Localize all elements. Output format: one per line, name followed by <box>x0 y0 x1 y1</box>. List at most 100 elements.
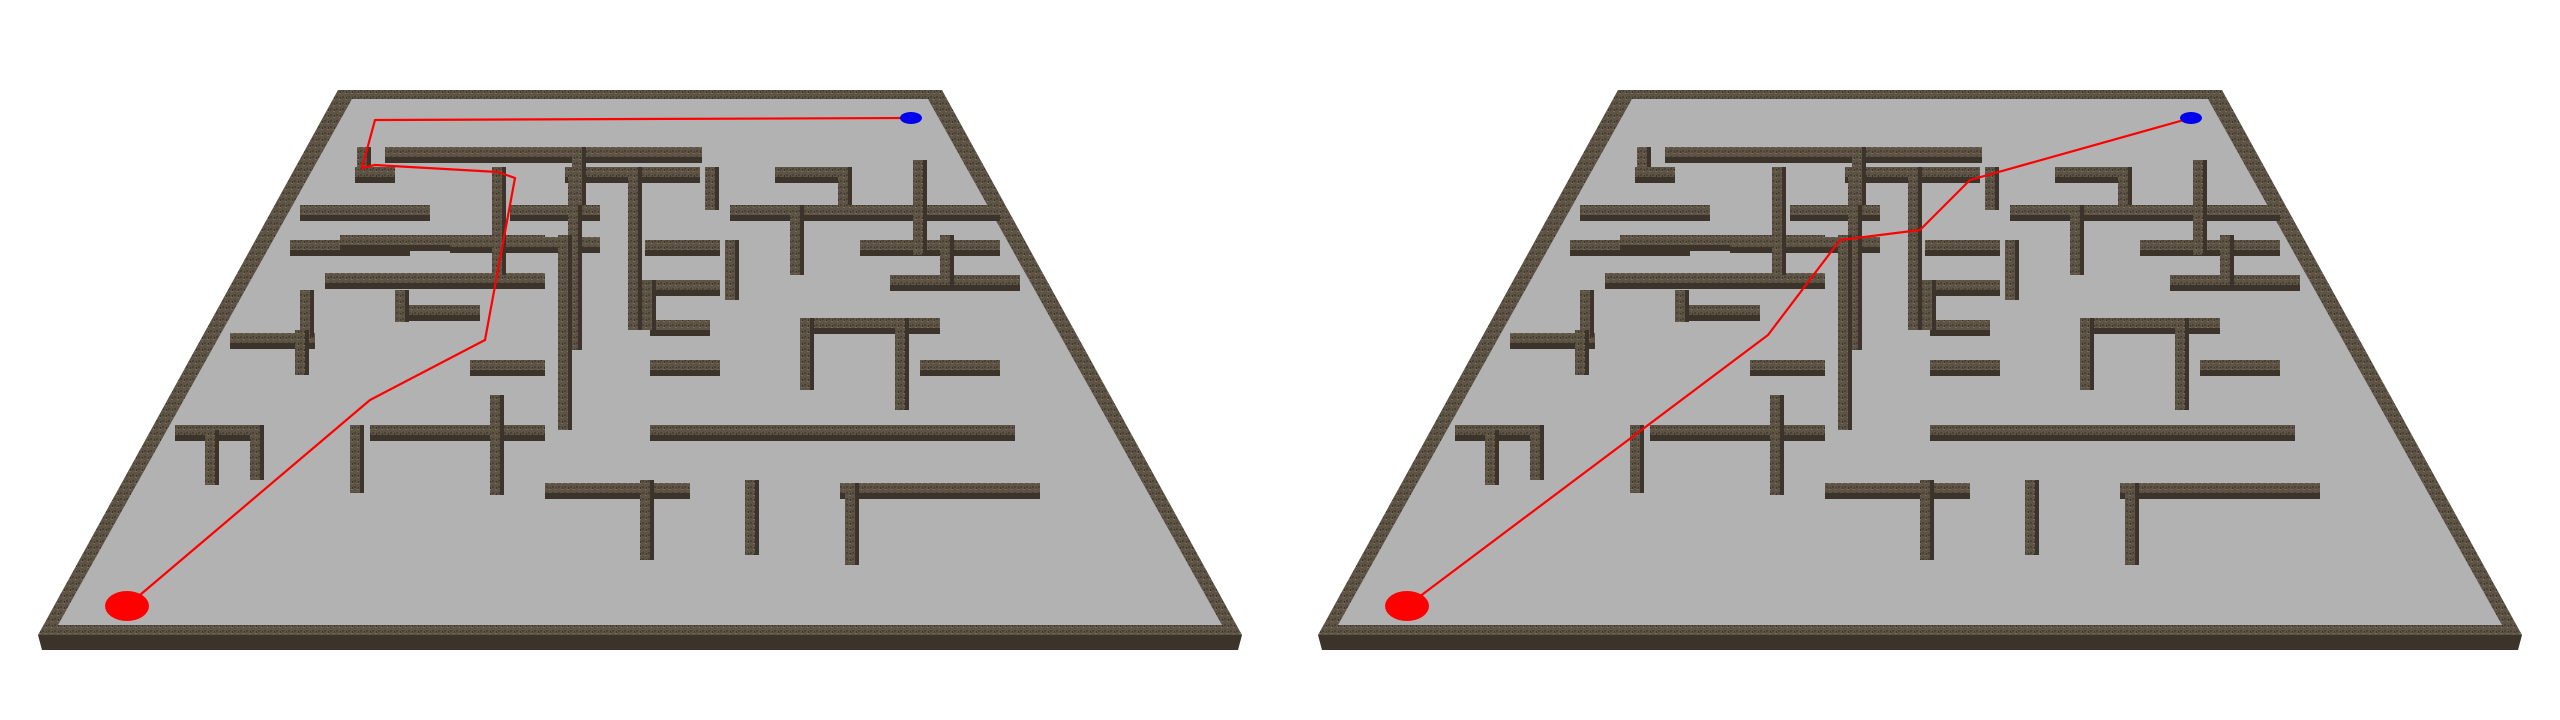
wall-segment <box>810 318 940 328</box>
wall-segment <box>1635 167 1675 177</box>
maze-svg-right <box>1318 90 2522 650</box>
wall-segment <box>650 320 710 330</box>
wall-segment <box>1493 430 1499 485</box>
wall-segment <box>290 248 410 256</box>
wall-segment <box>1930 280 1936 330</box>
wall-segment <box>1846 235 1852 430</box>
wall-segment <box>1770 395 1780 495</box>
wall-segment <box>1580 290 1590 337</box>
wall-segment <box>1750 368 1825 376</box>
wall-segment <box>1930 328 1990 336</box>
wall-segment <box>2140 248 2280 256</box>
wall-segment <box>1675 313 1760 321</box>
wall-segment <box>730 205 960 215</box>
wall-segment <box>1605 273 1760 283</box>
wall-segment <box>1925 288 2000 296</box>
wall-segment <box>1730 245 1880 253</box>
wall-segment <box>1925 280 2000 290</box>
wall-segment <box>790 205 800 275</box>
wall-segment <box>713 167 719 210</box>
wall-segment <box>2080 318 2090 390</box>
wall-segment <box>1856 167 1862 350</box>
wall-segment <box>580 147 586 205</box>
wall-segment <box>303 330 309 375</box>
wall-segment <box>1780 167 1786 275</box>
wall-segment <box>576 167 582 350</box>
wall-segment <box>840 491 1040 499</box>
wall-segment <box>498 395 504 495</box>
wall-segment <box>572 147 582 205</box>
wall-segment <box>1930 368 2000 376</box>
wall-segment <box>385 147 702 157</box>
wall-segment <box>1845 175 1920 183</box>
wall-segment <box>1930 433 2295 441</box>
wall-segment <box>636 167 642 330</box>
wall-segment <box>1730 237 1880 247</box>
wall-segment <box>1925 248 2000 256</box>
wall-segment <box>1930 360 2000 370</box>
wall-segment <box>650 328 710 336</box>
wall-segment <box>2235 213 2280 221</box>
wall-segment <box>640 480 650 560</box>
wall-segment <box>1778 395 1784 495</box>
wall-segment <box>1790 213 1880 221</box>
wall-segment <box>650 433 1015 441</box>
wall-segment <box>450 237 600 247</box>
wall-segment <box>370 433 545 441</box>
wall-segment <box>545 491 690 499</box>
wall-segment <box>1650 433 1825 441</box>
wall-segment <box>1845 167 1920 177</box>
wall-segment <box>2010 205 2240 215</box>
wall-segment <box>2183 318 2189 410</box>
wall-segment <box>500 167 506 275</box>
wall-segment <box>920 368 1000 376</box>
wall-segment <box>2070 205 2080 275</box>
wall-segment <box>650 280 656 330</box>
wall-segment <box>2090 326 2220 334</box>
wall-segment <box>890 283 1020 291</box>
wall-segment <box>1683 290 1689 322</box>
wall-segment <box>350 425 360 493</box>
wall-segment <box>1665 155 1982 163</box>
wall-segment <box>955 213 1000 221</box>
solution-path <box>1406 116 2192 607</box>
wall-segment <box>2125 483 2135 565</box>
wall-segment <box>258 425 264 480</box>
wall-segment <box>1530 425 1540 480</box>
wall-segment <box>450 245 600 253</box>
wall-segment <box>205 430 215 485</box>
wall-segment <box>650 360 720 370</box>
wall-segment <box>1825 491 1970 499</box>
wall-segment <box>1580 205 1710 215</box>
wall-segment <box>470 360 545 370</box>
maze-view-right <box>1280 0 2560 720</box>
wall-segment <box>775 175 845 183</box>
wall-segment <box>1645 147 1651 167</box>
wall-segment <box>1650 425 1825 435</box>
wall-segment <box>725 240 735 300</box>
wall-segment <box>733 240 739 300</box>
goal-marker <box>2180 112 2202 124</box>
wall-segment <box>565 175 640 183</box>
wall-segment <box>1580 213 1710 221</box>
wall-segment <box>566 235 572 430</box>
wall-segment <box>1772 167 1782 275</box>
wall-segment <box>1920 480 1930 560</box>
wall-segment <box>365 147 371 167</box>
wall-segment <box>1675 290 1685 322</box>
wall-segment <box>775 167 845 177</box>
wall-segment <box>948 235 954 285</box>
wall-segment <box>395 290 405 322</box>
wall-segment <box>2055 167 2125 177</box>
wall-segment <box>1638 425 1644 493</box>
maze-board <box>1318 90 2522 650</box>
wall-segment <box>612 175 700 183</box>
wall-segment <box>340 243 545 251</box>
wall-segment <box>490 395 500 495</box>
wall-segment <box>890 275 1020 285</box>
wall-segment <box>940 235 950 285</box>
wall-segment <box>1510 333 1595 343</box>
wall-segment <box>860 240 1000 250</box>
wall-segment <box>300 213 430 221</box>
wall-segment <box>920 360 1000 370</box>
